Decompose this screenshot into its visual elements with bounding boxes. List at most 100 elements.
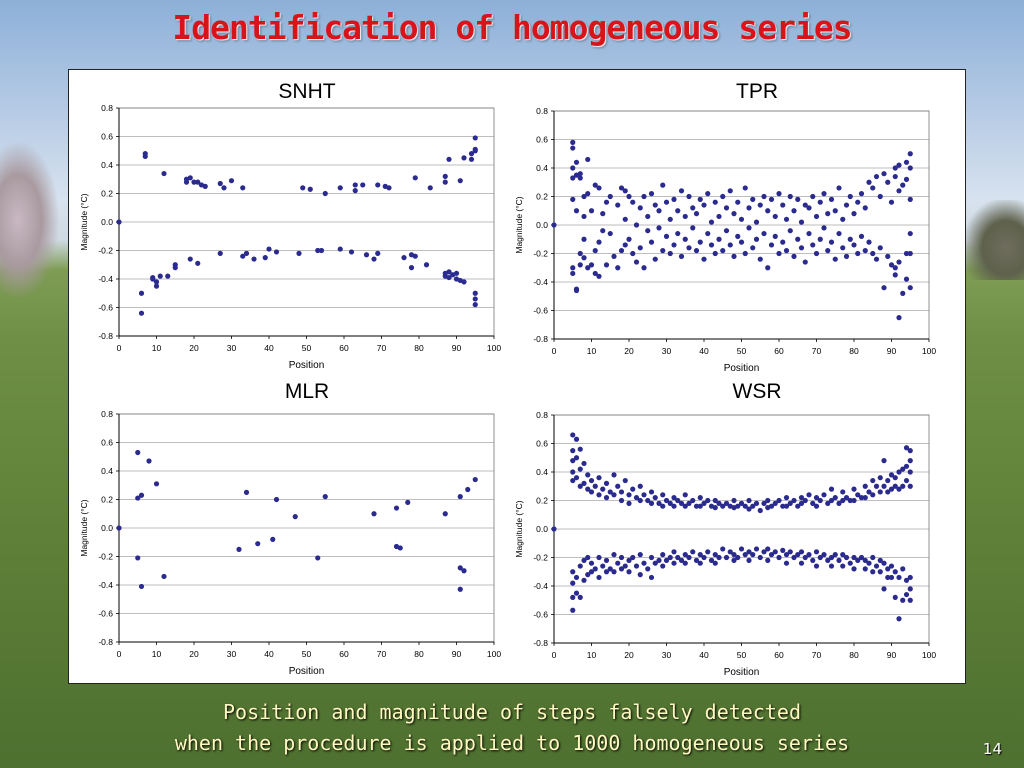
data-point — [761, 193, 767, 200]
data-point — [191, 179, 197, 185]
data-point — [596, 554, 602, 561]
data-point — [761, 230, 767, 237]
x-tick-label: 20 — [624, 650, 634, 660]
data-point — [675, 554, 681, 561]
data-point — [641, 492, 647, 498]
data-point — [746, 497, 752, 504]
data-point — [855, 557, 861, 563]
data-point — [135, 449, 141, 456]
data-point — [885, 566, 891, 572]
x-tick-label: 20 — [624, 346, 634, 356]
data-point — [900, 566, 906, 572]
y-tick-label: -0.8 — [98, 331, 113, 341]
data-point — [870, 569, 876, 575]
chart-title-wsr: WSR — [733, 380, 782, 403]
x-tick-label: 0 — [552, 650, 557, 660]
data-point — [840, 245, 846, 251]
data-point — [375, 182, 381, 188]
data-point — [727, 242, 733, 248]
chart-snht: SNHT 0.8 0.6 0.4 0.2 0.0 -0.2 -0.4 -0.6 -0.8 0 10 20… — [79, 80, 501, 371]
x-tick-label: 30 — [227, 649, 237, 659]
data-point — [645, 497, 651, 504]
data-point — [798, 495, 805, 501]
data-point — [750, 503, 756, 509]
x-tick-label: 30 — [227, 343, 237, 353]
data-point — [697, 560, 703, 566]
data-point — [457, 586, 463, 592]
data-point — [570, 580, 576, 586]
data-point — [243, 489, 250, 495]
data-point — [622, 216, 628, 222]
x-tick-label: 50 — [302, 343, 312, 353]
data-point — [708, 219, 715, 225]
data-point — [701, 554, 707, 561]
x-tick-label: 30 — [662, 650, 672, 660]
data-point — [618, 566, 625, 572]
data-point — [716, 236, 722, 242]
data-point — [600, 486, 606, 492]
data-point — [870, 492, 876, 498]
data-point — [472, 476, 478, 483]
data-point — [896, 188, 902, 194]
data-point — [633, 563, 640, 569]
data-point — [896, 469, 902, 475]
data-point — [896, 315, 902, 321]
data-point — [570, 265, 576, 271]
data-point — [907, 574, 913, 581]
data-point — [187, 175, 193, 181]
data-point — [866, 489, 872, 495]
data-point — [116, 525, 122, 531]
data-point — [738, 239, 745, 245]
data-point — [622, 477, 628, 484]
x-tick-label: 80 — [414, 343, 424, 353]
data-point — [795, 503, 801, 509]
data-point — [570, 270, 576, 277]
x-tick-label: 70 — [377, 343, 387, 353]
data-point — [723, 554, 730, 561]
y-tick-label: -0.2 — [533, 249, 548, 259]
data-point — [592, 248, 598, 254]
x-tick-label: 60 — [774, 346, 784, 356]
data-point — [600, 228, 606, 234]
data-point — [573, 436, 580, 442]
data-point — [588, 489, 595, 495]
data-point — [570, 139, 576, 145]
data-point — [667, 250, 673, 257]
data-point — [581, 557, 587, 563]
data-point — [551, 526, 557, 532]
y-tick-label: 0.0 — [536, 524, 548, 534]
data-point — [457, 178, 463, 184]
data-point — [618, 497, 625, 504]
data-point — [611, 253, 617, 259]
data-point — [907, 458, 913, 464]
data-point — [360, 182, 366, 188]
background-tree-right — [964, 200, 1024, 280]
x-tick-label: 0 — [117, 649, 122, 659]
y-tick-label: 0.6 — [101, 438, 113, 448]
data-point — [885, 179, 891, 185]
data-point — [401, 255, 407, 261]
x-tick-label: 40 — [264, 649, 274, 659]
y-tick-label: -0.2 — [98, 246, 113, 256]
data-point — [903, 276, 910, 282]
x-tick-label: 90 — [887, 650, 897, 660]
data-point — [885, 477, 891, 484]
data-point — [787, 549, 793, 555]
x-tick-label: 10 — [152, 649, 162, 659]
data-point — [570, 165, 576, 171]
data-point — [637, 483, 643, 489]
y-tick-label: 0.6 — [536, 439, 548, 449]
x-axis-label: Position — [289, 360, 325, 371]
data-point — [273, 496, 280, 503]
x-tick-label: 20 — [189, 649, 199, 659]
data-point — [573, 574, 580, 581]
data-point — [798, 219, 805, 225]
data-point — [768, 503, 775, 509]
y-tick-label: 0.2 — [101, 189, 113, 199]
data-point — [570, 594, 576, 601]
data-point — [633, 222, 640, 228]
data-point — [746, 506, 752, 512]
data-point — [866, 239, 872, 245]
data-point — [735, 199, 741, 205]
data-point — [791, 208, 797, 214]
